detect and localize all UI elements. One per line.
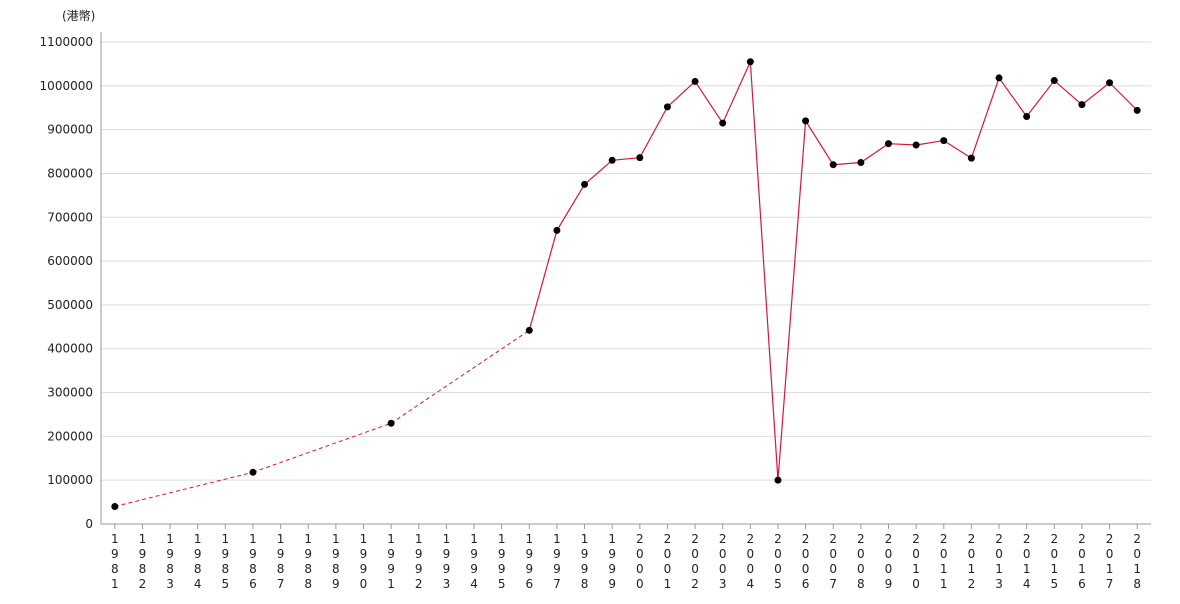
data-point [802, 117, 810, 125]
y-axis-label: (港幣) [62, 9, 95, 23]
x-tick-label: 2002 [688, 532, 702, 592]
data-point [1078, 101, 1086, 109]
x-tick-label: 2018 [1130, 532, 1144, 592]
x-tick-label: 2000 [633, 532, 647, 592]
data-point [940, 137, 948, 145]
x-tick-label: 1988 [301, 532, 315, 592]
x-tick-label: 1981 [108, 532, 122, 592]
y-tick-label: 100000 [47, 473, 93, 487]
x-tick-label: 2015 [1047, 532, 1061, 592]
data-point [885, 140, 892, 148]
y-tick-label: 900000 [47, 123, 93, 137]
data-line [528, 61, 1138, 481]
data-point [1106, 79, 1114, 87]
x-tick-label: 2007 [826, 532, 840, 592]
data-point [608, 156, 616, 164]
x-tick-label: 2011 [937, 532, 951, 592]
x-tick-label: 1995 [495, 532, 509, 592]
x-tick-label: 1985 [218, 532, 232, 592]
x-tick-label: 1993 [439, 532, 453, 592]
x-tick-label: 1987 [274, 532, 288, 592]
gap-bridge [114, 471, 254, 507]
x-tick-label: 2006 [799, 532, 813, 592]
y-tick-label: 300000 [47, 386, 93, 400]
data-point [249, 468, 257, 476]
data-point [581, 180, 589, 188]
x-tick-label: 2014 [1020, 532, 1034, 592]
y-tick-label: 1000000 [40, 79, 93, 93]
data-point [1133, 106, 1141, 114]
x-tick-label: 1989 [329, 532, 343, 592]
x-tick-label: 2003 [716, 532, 730, 592]
x-tick-label: 1986 [246, 532, 260, 592]
x-tick-label: 1992 [412, 532, 426, 592]
y-tick-label: 500000 [47, 298, 93, 312]
y-tick-label: 800000 [47, 166, 93, 180]
data-point [995, 74, 1003, 82]
x-tick-label: 2008 [854, 532, 868, 592]
x-tick-label: 1983 [163, 532, 177, 592]
x-tick-label: 2013 [992, 532, 1006, 592]
data-point [774, 476, 782, 484]
data-point [967, 154, 975, 162]
data-point [857, 159, 865, 166]
data-point [719, 119, 727, 127]
x-tick-label: 1997 [550, 532, 564, 592]
data-point [912, 141, 920, 149]
x-tick-label: 1998 [578, 532, 592, 592]
data-point [636, 154, 644, 162]
x-tick-label: 1990 [357, 532, 371, 592]
data-point [1023, 112, 1031, 120]
data-point [663, 103, 671, 111]
y-tick-label: 0 [85, 517, 93, 531]
x-tick-label: 1994 [467, 532, 481, 592]
x-tick-label: 1991 [384, 532, 398, 592]
x-tick-label: 2001 [660, 532, 674, 592]
data-point [691, 77, 699, 85]
x-tick-label: 2010 [909, 532, 923, 592]
y-tick-label: 700000 [47, 210, 93, 224]
y-tick-label: 600000 [47, 254, 93, 268]
x-tick-label: 2012 [964, 532, 978, 592]
y-tick-label: 1100000 [40, 35, 93, 49]
data-point [387, 419, 395, 427]
data-point [829, 161, 837, 169]
x-tick-label: 1982 [135, 532, 149, 592]
x-tick-label: 2017 [1103, 532, 1117, 592]
x-tick-label: 1996 [522, 532, 536, 592]
x-tick-label: 2004 [743, 532, 757, 592]
y-tick-label: 200000 [47, 429, 93, 443]
y-tick-label: 400000 [47, 342, 93, 356]
data-point [746, 58, 754, 66]
x-tick-label: 2016 [1075, 532, 1089, 592]
x-tick-label: 1999 [605, 532, 619, 592]
data-point [553, 226, 561, 234]
x-tick-label: 1984 [191, 532, 205, 592]
data-point [525, 326, 533, 334]
data-point [111, 502, 119, 510]
x-tick-label: 2009 [882, 532, 896, 592]
x-tick-label: 2005 [771, 532, 785, 592]
gap-bridge [252, 422, 392, 473]
gap-bridge [390, 329, 530, 424]
data-point [1050, 77, 1058, 85]
